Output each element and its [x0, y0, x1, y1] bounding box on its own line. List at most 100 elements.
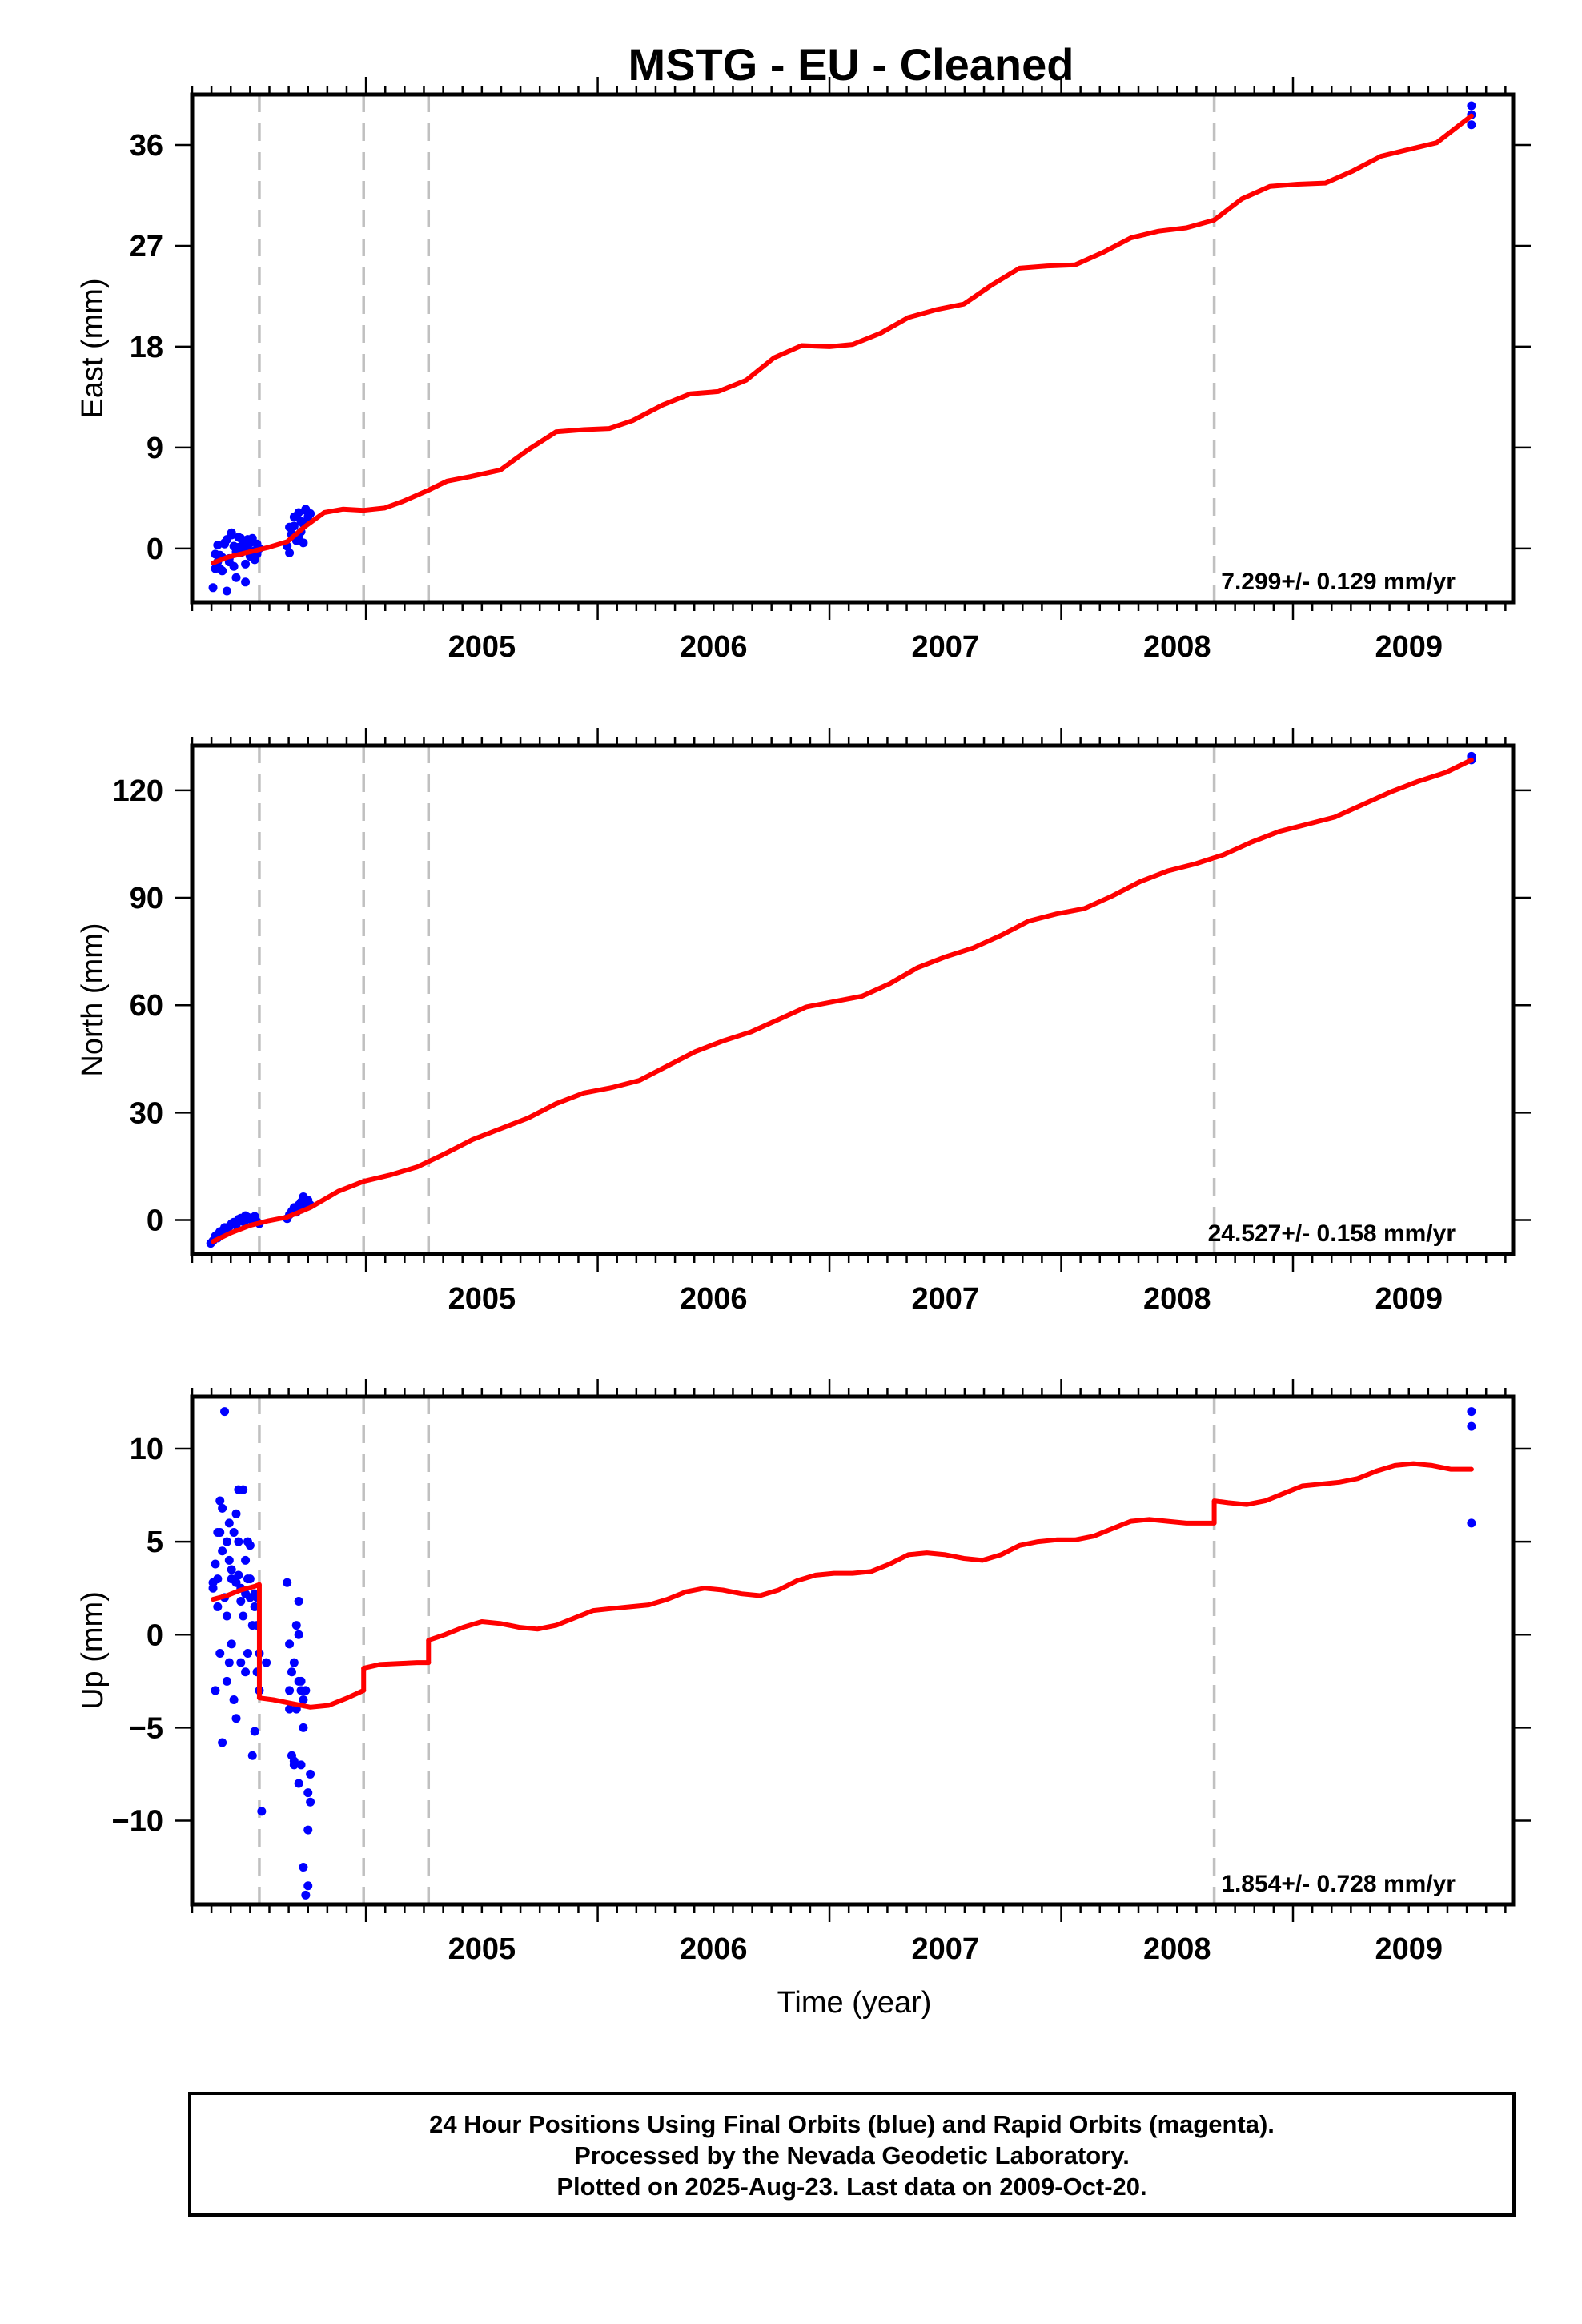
north-y-axis-label: North (mm): [76, 923, 110, 1076]
east-x-tick-label: 2005: [448, 630, 516, 664]
up-panel: 2005 2006 2007 2008 2009 −10 −5 0 5 10 Up (mm) 1.85…: [76, 1379, 1531, 2020]
up-data-point: [289, 1658, 299, 1667]
up-y-tick-label: 5: [147, 1526, 163, 1559]
up-data-point: [1467, 1421, 1476, 1431]
up-data-layer: [208, 1407, 1476, 1900]
north-data-layer: [206, 751, 1476, 1248]
east-x-tick-label: 2006: [680, 630, 748, 664]
up-frame: [190, 1394, 1516, 1907]
east-data-point: [247, 553, 257, 562]
up-rate-label: 1.854+/- 0.728 mm/yr: [1221, 1871, 1456, 1897]
up-data-point: [236, 1658, 246, 1667]
east-data-point: [208, 583, 218, 593]
up-data-point: [303, 1881, 313, 1891]
east-data-point: [243, 535, 252, 545]
east-y-tick-label: 36: [130, 129, 163, 163]
up-data-point: [241, 1667, 251, 1677]
up-data-point: [215, 1528, 225, 1538]
up-x-tick-label: 2009: [1375, 1932, 1443, 1966]
footer-box: 24 Hour Positions Using Final Orbits (bl…: [188, 2092, 1516, 2217]
footer-line-2: Processed by the Nevada Geodetic Laborat…: [574, 2141, 1130, 2169]
up-data-point: [239, 1485, 248, 1494]
east-data-point: [229, 561, 239, 571]
up-data-point: [299, 1723, 308, 1732]
north-x-tick-label: 2005: [448, 1282, 516, 1316]
up-y-tick-label: −10: [112, 1804, 163, 1838]
up-data-point: [306, 1769, 315, 1779]
figure-title: MSTG - EU - Cleaned: [628, 39, 1074, 90]
north-x-tick-label: 2006: [680, 1282, 748, 1316]
up-data-point: [285, 1704, 295, 1714]
north-panel: 2005 2006 2007 2008 2009 0 30 60 90 120 North (mm)…: [76, 728, 1531, 1316]
up-data-point: [250, 1727, 259, 1736]
up-data-point: [294, 1676, 303, 1686]
east-data-point: [289, 521, 299, 531]
up-x-tick-label: 2007: [912, 1932, 980, 1966]
up-model-line: [256, 1687, 367, 1710]
up-data-point: [213, 1602, 223, 1611]
up-data-point: [1467, 1518, 1476, 1528]
up-data-point: [222, 1537, 231, 1546]
north-y-tick-label: 90: [130, 882, 163, 915]
up-data-point: [229, 1528, 239, 1538]
up-y-tick-label: 0: [147, 1618, 163, 1652]
up-data-point: [234, 1537, 243, 1546]
east-y-tick-label: 27: [130, 230, 163, 263]
up-data-point: [301, 1686, 311, 1695]
north-frame: [190, 743, 1516, 1256]
north-x-tick-label: 2007: [912, 1282, 980, 1316]
east-y-axis-label: East (mm): [76, 278, 110, 418]
east-x-tick-label: 2008: [1143, 630, 1211, 664]
up-data-point: [236, 1596, 246, 1606]
up-data-point: [211, 1686, 220, 1695]
up-data-point: [287, 1667, 296, 1677]
east-model-line: [211, 113, 1474, 565]
east-data-point: [236, 533, 246, 543]
east-y-tick-label: 9: [147, 432, 163, 465]
east-data-point: [299, 538, 308, 548]
up-data-point: [289, 1756, 299, 1766]
east-data-point: [220, 538, 230, 548]
up-model-line: [426, 1517, 1217, 1643]
up-data-point: [303, 1825, 313, 1835]
north-x-tick-label: 2009: [1375, 1282, 1443, 1316]
north-y-tick-label: 120: [113, 774, 163, 808]
up-y-tick-label: 10: [130, 1433, 163, 1466]
up-data-point: [241, 1555, 251, 1565]
up-data-point: [220, 1407, 230, 1417]
east-frame: [190, 92, 1516, 605]
north-data-point: [241, 1216, 251, 1225]
east-data-point: [1467, 101, 1476, 111]
up-data-point: [250, 1602, 259, 1611]
up-data-point: [224, 1658, 234, 1667]
up-data-point: [229, 1695, 239, 1705]
east-data-point: [213, 541, 223, 550]
east-rate-label: 7.299+/- 0.129 mm/yr: [1221, 569, 1456, 595]
up-data-point: [294, 1779, 303, 1788]
up-model-line: [1211, 1461, 1474, 1507]
up-y-axis-label: Up (mm): [76, 1591, 110, 1710]
up-data-point: [285, 1686, 295, 1695]
up-data-point: [262, 1658, 271, 1667]
footer-line-1: 24 Hour Positions Using Final Orbits (bl…: [429, 2110, 1275, 2138]
up-data-point: [211, 1559, 220, 1569]
up-data-point: [294, 1596, 303, 1606]
north-y-tick-label: 60: [130, 989, 163, 1023]
east-data-point: [211, 564, 220, 573]
up-data-point: [215, 1648, 225, 1658]
panels: 2005 2006 2007 2008 2009 0 9 18 27 36 East (mm) 7.2…: [76, 77, 1531, 2020]
up-data-point: [294, 1630, 303, 1639]
east-data-point: [227, 528, 236, 537]
up-x-tick-label: 2008: [1143, 1932, 1211, 1966]
up-data-point: [231, 1578, 241, 1587]
up-data-point: [243, 1574, 252, 1584]
east-x-tick-label: 2007: [912, 630, 980, 664]
up-data-point: [285, 1639, 295, 1649]
up-data-point: [299, 1863, 308, 1872]
east-data-point: [241, 577, 251, 587]
east-data-point: [231, 573, 241, 582]
up-data-point: [218, 1546, 227, 1556]
north-y-tick-label: 0: [147, 1204, 163, 1238]
up-data-point: [296, 1760, 306, 1770]
